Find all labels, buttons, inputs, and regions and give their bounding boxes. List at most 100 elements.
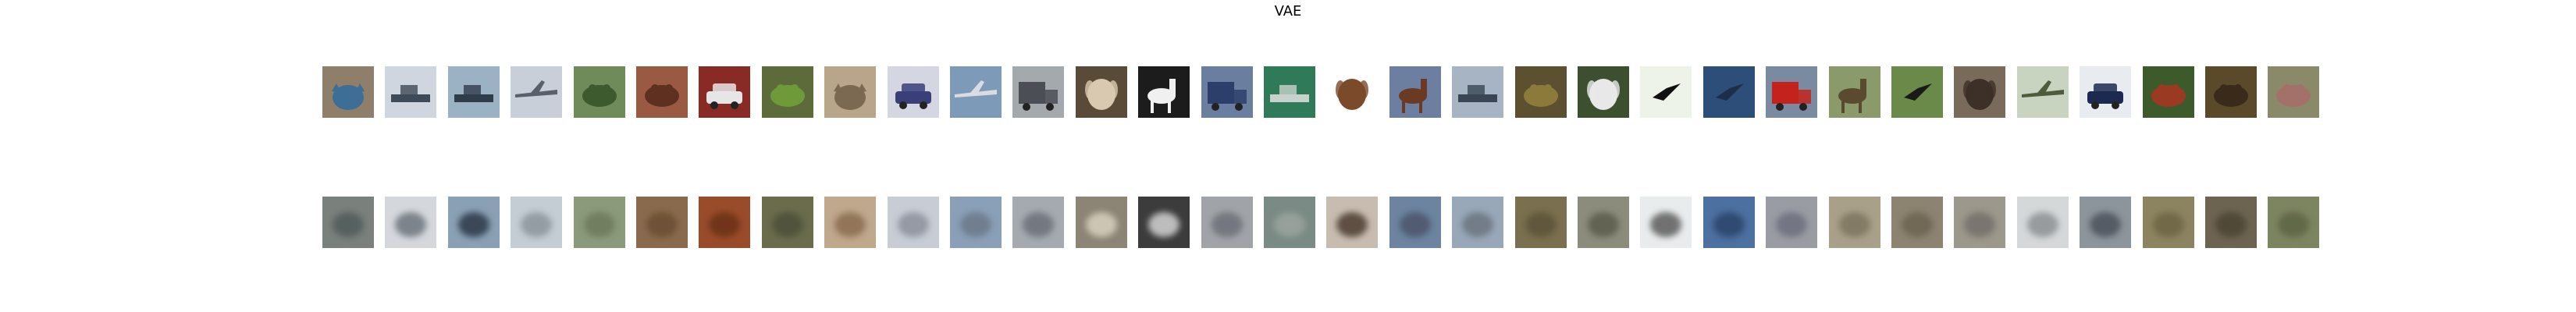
original-thumbnail-6	[636, 66, 688, 118]
reconstructed-thumbnail-6	[636, 197, 688, 248]
thumbnail-image	[573, 66, 625, 118]
original-thumbnail-26	[1891, 66, 1943, 118]
thumbnail-image	[1640, 197, 1692, 248]
thumbnail-image	[1703, 66, 1755, 118]
original-thumbnail-17	[1326, 66, 1379, 118]
thumbnail-image	[1954, 66, 2006, 118]
original-thumbnail-19	[1452, 66, 1504, 118]
original-thumbnail-16	[1264, 66, 1315, 118]
reconstructed-thumbnail-31	[2205, 197, 2257, 248]
reconstructed-thumbnail-30	[2142, 197, 2194, 248]
reconstructed-thumbnail-1	[322, 197, 374, 248]
thumbnail-image	[322, 197, 374, 248]
thumbnail-image	[699, 66, 751, 118]
thumbnail-image	[1828, 66, 1880, 118]
thumbnail-image	[2268, 66, 2320, 118]
reconstructed-thumbnail-25	[1828, 197, 1880, 248]
original-thumbnail-21	[1578, 66, 1629, 118]
thumbnail-image	[1766, 197, 1818, 248]
thumbnail-image	[1578, 197, 1629, 248]
original-thumbnail-13	[1075, 66, 1127, 118]
thumbnail-image	[1201, 197, 1253, 248]
reconstructed-thumbnail-5	[573, 197, 625, 248]
thumbnail-image	[1201, 66, 1253, 118]
thumbnail-image	[761, 66, 813, 118]
thumbnail-image	[447, 66, 500, 118]
thumbnail-image	[2205, 197, 2257, 248]
original-thumbnail-7	[699, 66, 751, 118]
thumbnail-image	[1640, 66, 1692, 118]
reconstructed-thumbnail-23	[1703, 197, 1755, 248]
thumbnail-image	[636, 66, 688, 118]
thumbnail-image	[322, 66, 374, 118]
reconstructed-thumbnail-21	[1578, 197, 1629, 248]
original-thumbnail-22	[1640, 66, 1692, 118]
thumbnail-image	[1264, 197, 1315, 248]
reconstructed-thumbnail-18	[1389, 197, 1441, 248]
original-thumbnail-30	[2142, 66, 2194, 118]
original-thumbnail-8	[761, 66, 813, 118]
thumbnail-image	[1326, 66, 1379, 118]
reconstructed-thumbnail-29	[2080, 197, 2132, 248]
original-thumbnail-15	[1201, 66, 1253, 118]
thumbnail-image	[2142, 197, 2194, 248]
thumbnail-image	[1452, 66, 1504, 118]
original-thumbnail-2	[385, 66, 437, 118]
thumbnail-image	[385, 66, 437, 118]
reconstructed-thumbnail-32	[2268, 197, 2320, 248]
thumbnail-image	[1514, 197, 1567, 248]
reconstructed-thumbnail-9	[824, 197, 877, 248]
original-thumbnail-20	[1514, 66, 1567, 118]
original-thumbnail-23	[1703, 66, 1755, 118]
reconstructed-thumbnail-12	[1012, 197, 1065, 248]
original-thumbnail-25	[1828, 66, 1880, 118]
thumbnail-image	[887, 197, 939, 248]
thumbnail-image	[1075, 197, 1127, 248]
original-thumbnail-4	[511, 66, 563, 118]
thumbnail-image	[1828, 197, 1880, 248]
reconstructed-thumbnail-8	[761, 197, 813, 248]
reconstructed-thumbnail-19	[1452, 197, 1504, 248]
original-images-row	[0, 66, 2576, 118]
reconstructed-thumbnail-28	[2016, 197, 2069, 248]
original-thumbnail-9	[824, 66, 877, 118]
thumbnail-image	[1703, 197, 1755, 248]
thumbnail-image	[1891, 66, 1943, 118]
thumbnail-image	[573, 197, 625, 248]
thumbnail-image	[887, 66, 939, 118]
reconstructed-images-row	[0, 197, 2576, 248]
thumbnail-image	[511, 66, 563, 118]
thumbnail-image	[1389, 66, 1441, 118]
thumbnail-image	[950, 66, 1002, 118]
original-thumbnail-27	[1954, 66, 2006, 118]
thumbnail-image	[2205, 66, 2257, 118]
thumbnail-image	[824, 66, 877, 118]
thumbnail-image	[1891, 197, 1943, 248]
thumbnail-image	[447, 197, 500, 248]
thumbnail-image	[2080, 66, 2132, 118]
original-thumbnail-24	[1766, 66, 1818, 118]
thumbnail-image	[1452, 197, 1504, 248]
thumbnail-image	[2268, 197, 2320, 248]
reconstructed-thumbnail-16	[1264, 197, 1315, 248]
original-thumbnail-11	[950, 66, 1002, 118]
original-thumbnail-28	[2016, 66, 2069, 118]
thumbnail-image	[1766, 66, 1818, 118]
thumbnail-image	[2016, 66, 2069, 118]
thumbnail-image	[1389, 197, 1441, 248]
reconstructed-thumbnail-14	[1138, 197, 1190, 248]
reconstructed-thumbnail-13	[1075, 197, 1127, 248]
original-thumbnail-3	[447, 66, 500, 118]
figure-title: VAE	[1274, 3, 1302, 20]
thumbnail-image	[636, 197, 688, 248]
thumbnail-image	[1012, 197, 1065, 248]
thumbnail-image	[699, 197, 751, 248]
thumbnail-image	[2016, 197, 2069, 248]
original-thumbnail-18	[1389, 66, 1441, 118]
thumbnail-image	[950, 197, 1002, 248]
reconstructed-thumbnail-17	[1326, 197, 1379, 248]
reconstructed-thumbnail-10	[887, 197, 939, 248]
thumbnail-image	[2080, 197, 2132, 248]
reconstructed-thumbnail-11	[950, 197, 1002, 248]
original-thumbnail-10	[887, 66, 939, 118]
